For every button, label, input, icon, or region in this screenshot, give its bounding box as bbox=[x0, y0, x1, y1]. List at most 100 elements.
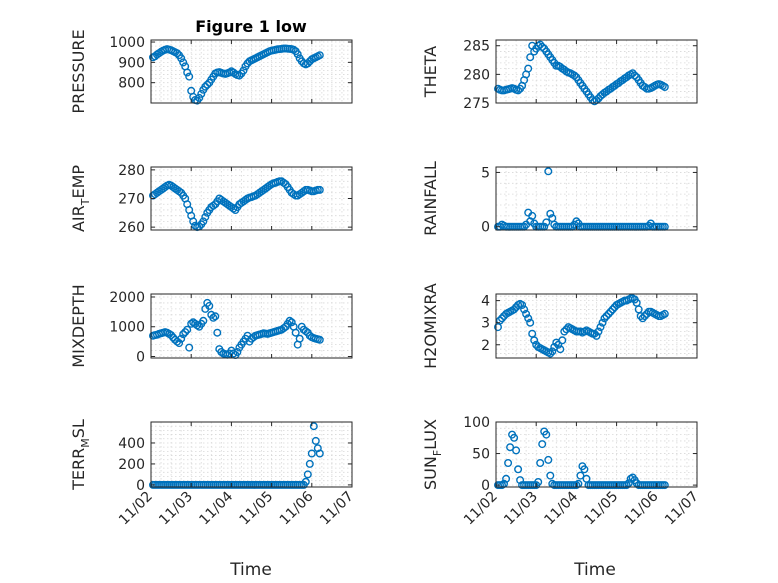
y-tick-label: 900 bbox=[118, 55, 145, 71]
subplot-terr-msl: 0 200 400 11/02 11/03 11/04 11/05 11/06 11/07 TER… bbox=[69, 419, 357, 528]
data-point bbox=[576, 471, 585, 480]
data-point bbox=[305, 459, 314, 468]
data-point bbox=[301, 327, 310, 336]
data-point bbox=[536, 40, 545, 49]
data-point bbox=[608, 305, 617, 314]
data-point bbox=[660, 82, 669, 91]
data-point bbox=[295, 334, 304, 343]
data-point bbox=[185, 343, 194, 352]
subplot-rainfall: 0 5 RAINFALL bbox=[421, 161, 698, 236]
data-point bbox=[638, 314, 647, 323]
y-tick-label: 285 bbox=[463, 39, 490, 55]
x-tick-label: 11/03 bbox=[501, 489, 541, 529]
figure-title: Figure 1 low bbox=[195, 17, 307, 36]
y-tick-label: 280 bbox=[118, 163, 145, 179]
data-point bbox=[211, 312, 220, 321]
data-point bbox=[287, 318, 296, 327]
subplot-pressure: 800 900 1000 PRESSURE bbox=[69, 29, 353, 114]
axes-box bbox=[495, 293, 698, 359]
axes-box bbox=[495, 166, 698, 231]
data-point bbox=[213, 328, 222, 337]
data-point bbox=[203, 80, 212, 89]
data-point bbox=[594, 94, 603, 103]
data-point bbox=[558, 336, 567, 345]
data-point bbox=[518, 301, 527, 310]
data-point bbox=[628, 69, 637, 78]
data-point bbox=[504, 459, 513, 468]
data-point bbox=[301, 477, 310, 486]
y-tick-label: 200 bbox=[118, 457, 145, 473]
y-tick-label: 270 bbox=[118, 192, 145, 208]
data-point bbox=[600, 314, 609, 323]
y-axis-label-mixdepth: MIXDEPTH bbox=[69, 284, 88, 367]
data-point bbox=[315, 185, 324, 194]
x-tick-label: 11/02 bbox=[461, 489, 501, 529]
data-point bbox=[179, 330, 188, 339]
data-point bbox=[311, 436, 320, 445]
data-point bbox=[307, 449, 316, 458]
x-tick-label: 11/03 bbox=[156, 489, 196, 529]
y-axis-label-pressure: PRESSURE bbox=[69, 29, 88, 113]
data-point bbox=[560, 327, 569, 336]
y-tick-label: 2000 bbox=[109, 290, 145, 306]
data-point bbox=[602, 312, 611, 321]
data-point bbox=[189, 217, 198, 226]
data-point bbox=[305, 331, 314, 340]
data-point bbox=[514, 465, 523, 474]
axes-box bbox=[150, 421, 353, 488]
data-point bbox=[522, 309, 531, 318]
data-point bbox=[544, 455, 553, 464]
data-point bbox=[660, 481, 669, 490]
y-axis-label-sun-flux: SUNFLUX bbox=[421, 419, 444, 490]
data-point bbox=[524, 64, 533, 73]
x-axis-label-right: Time bbox=[573, 560, 616, 580]
data-point bbox=[315, 335, 324, 344]
data-point bbox=[201, 213, 210, 222]
y-tick-label: 100 bbox=[463, 415, 490, 431]
data-point bbox=[546, 471, 555, 480]
data-point bbox=[229, 68, 238, 77]
data-point bbox=[309, 422, 318, 431]
data-point bbox=[526, 53, 535, 62]
data-point bbox=[199, 316, 208, 325]
data-point bbox=[235, 71, 244, 80]
subplot-sun-flux: 0 50 100 11/02 11/03 11/04 11/05 11/06 11/07 SUNF… bbox=[421, 415, 702, 528]
data-point bbox=[279, 324, 288, 333]
data-point bbox=[285, 316, 294, 325]
y-tick-label: 50 bbox=[472, 447, 490, 463]
data-point bbox=[293, 50, 302, 59]
data-point bbox=[598, 318, 607, 327]
data-point bbox=[201, 82, 210, 91]
x-axis-label-left: Time bbox=[229, 560, 272, 580]
data-point bbox=[229, 349, 238, 358]
data-point bbox=[169, 333, 178, 342]
data-point bbox=[496, 316, 505, 325]
y-tick-label: 0 bbox=[136, 350, 145, 366]
data-point bbox=[185, 72, 194, 81]
y-axis-label-h2omixra: H2OMIXRA bbox=[421, 283, 440, 369]
axes-box bbox=[495, 421, 698, 488]
axes-box bbox=[495, 39, 698, 104]
y-tick-label: 0 bbox=[136, 478, 145, 494]
subplot-mixdepth: 0 1000 2000 MIXDEPTH bbox=[69, 284, 353, 368]
x-tick-label: 11/07 bbox=[317, 489, 357, 529]
y-axis-label-theta: THETA bbox=[421, 46, 440, 98]
y-tick-label: 4 bbox=[481, 294, 490, 310]
data-point bbox=[542, 430, 551, 439]
data-point bbox=[209, 313, 218, 322]
y-tick-label: 280 bbox=[463, 67, 490, 83]
data-point bbox=[179, 58, 188, 67]
data-point bbox=[239, 66, 248, 75]
data-point bbox=[506, 443, 515, 452]
y-axis-label-air-temp: AIRTEMP bbox=[69, 165, 92, 232]
data-point bbox=[524, 314, 533, 323]
data-point bbox=[233, 348, 242, 357]
data-point bbox=[205, 301, 214, 310]
data-point bbox=[526, 318, 535, 327]
x-tick-label: 11/07 bbox=[662, 489, 702, 529]
data-point bbox=[554, 340, 563, 349]
y-tick-label: 400 bbox=[118, 436, 145, 452]
data-point bbox=[572, 217, 581, 226]
data-point bbox=[173, 49, 182, 58]
y-tick-label: 275 bbox=[463, 96, 490, 112]
